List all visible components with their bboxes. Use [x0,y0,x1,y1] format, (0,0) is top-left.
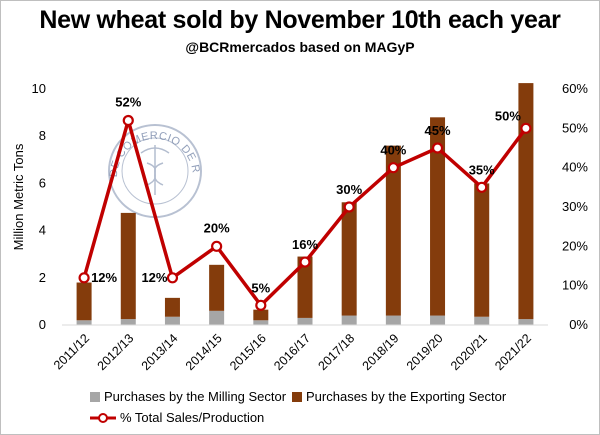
y-tick-label: 4 [39,223,46,238]
percent-marker [255,299,267,311]
y-tick-label: 8 [39,128,46,143]
percent-marker [387,162,399,174]
percent-marker [299,256,311,268]
bar-exporting [120,212,136,320]
y2-tick-label: 30% [562,199,588,214]
chart-title: New wheat sold by November 10th each yea… [39,6,561,34]
percent-line-group [78,114,532,311]
bar-milling [430,315,446,325]
percent-data-label: 45% [425,123,451,138]
y2-tick-label: 20% [562,238,588,253]
x-tick-label: 2019/20 [404,331,446,373]
bar-milling [297,317,313,325]
caduceus-icon [140,145,170,195]
legend-exporting-swatch [292,392,302,402]
x-tick-label: 2014/15 [183,331,225,373]
percent-marker [343,201,355,213]
percent-marker [78,272,90,284]
bar-exporting [430,117,446,316]
bar-milling [385,315,401,325]
percent-data-label: 16% [292,237,318,252]
watermark-seal: BOLSA DE COMERCIO DE ROSARIO [0,0,202,218]
percent-data-label: 20% [204,220,230,235]
percent-data-label: 12% [141,270,167,285]
percent-data-label: 5% [251,280,270,295]
chart-subtitle: @BCRmercados based on MAGyP [185,39,415,55]
bar-exporting [297,256,313,318]
percent-data-label: 30% [336,182,362,197]
x-tick-label: 2012/13 [95,331,137,373]
y-axis-ticks: 0 2 4 6 8 10 [32,81,46,332]
bar-exporting [341,202,357,316]
bar-exporting [385,145,401,316]
percent-marker [431,142,444,154]
bar-milling [474,316,490,325]
y-tick-label: 10 [32,81,46,96]
x-tick-label: 2021/22 [492,331,534,373]
percent-data-label: 40% [380,143,406,158]
percent-marker [166,272,179,284]
percent-marker [520,122,532,134]
legend: Purchases by the Milling Sector Purchases… [90,389,507,425]
percent-marker [211,240,223,252]
bar-exporting [474,183,490,317]
percent-data-label: 50% [495,108,521,123]
x-tick-label: 2013/14 [139,331,181,373]
bar-milling [518,319,534,325]
bar-exporting [76,282,92,321]
bar-milling [209,310,225,325]
bar-exporting [164,297,180,317]
x-tick-label: 2017/18 [315,331,357,373]
x-axis-ticks: 2011/12 2012/13 2013/14 2014/15 2015/16 2016/… [51,331,534,373]
legend-milling-swatch [90,392,100,402]
x-tick-label: 2011/12 [51,331,92,372]
bar-milling [164,316,180,325]
y-tick-label: 0 [39,317,46,332]
data-labels: 12% 52% 12% 20% 5% 16% 30% 40% 45% 35% 50% [91,94,521,295]
bar-exporting [209,264,225,311]
legend-percent-label: % Total Sales/Production [120,410,264,425]
bar-milling [120,319,136,325]
y2-axis-ticks: 0% 10% 20% 30% 40% 50% 60% [562,81,588,332]
percent-data-label: 12% [91,270,117,285]
bar-exporting [518,83,534,320]
legend-percent-marker [98,413,108,423]
percent-marker [122,114,134,127]
bar-exporting [253,309,269,321]
bar-milling [253,320,269,325]
y2-tick-label: 40% [562,160,588,175]
y2-tick-label: 0% [569,317,588,332]
percent-marker [476,181,488,193]
bars-group [76,83,534,325]
percent-data-label: 52% [115,94,141,109]
legend-exporting-label: Purchases by the Exporting Sector [306,389,507,404]
legend-milling-label: Purchases by the Milling Sector [104,389,287,404]
y2-tick-label: 60% [562,81,588,96]
bar-milling [341,315,357,325]
y-tick-label: 6 [39,175,46,190]
y2-tick-label: 50% [562,120,588,135]
bar-milling [76,320,92,325]
x-tick-label: 2015/16 [227,331,269,373]
x-tick-label: 2016/17 [271,331,313,373]
y-tick-label: 2 [39,270,46,285]
x-tick-label: 2020/21 [448,331,490,373]
x-tick-label: 2018/19 [360,331,402,373]
y-axis-label: Million Metric Tons [11,143,26,250]
y2-tick-label: 10% [562,278,588,293]
percent-data-label: 35% [469,162,495,177]
watermark-text: BOLSA DE COMERCIO DE ROSARIO [0,0,202,178]
